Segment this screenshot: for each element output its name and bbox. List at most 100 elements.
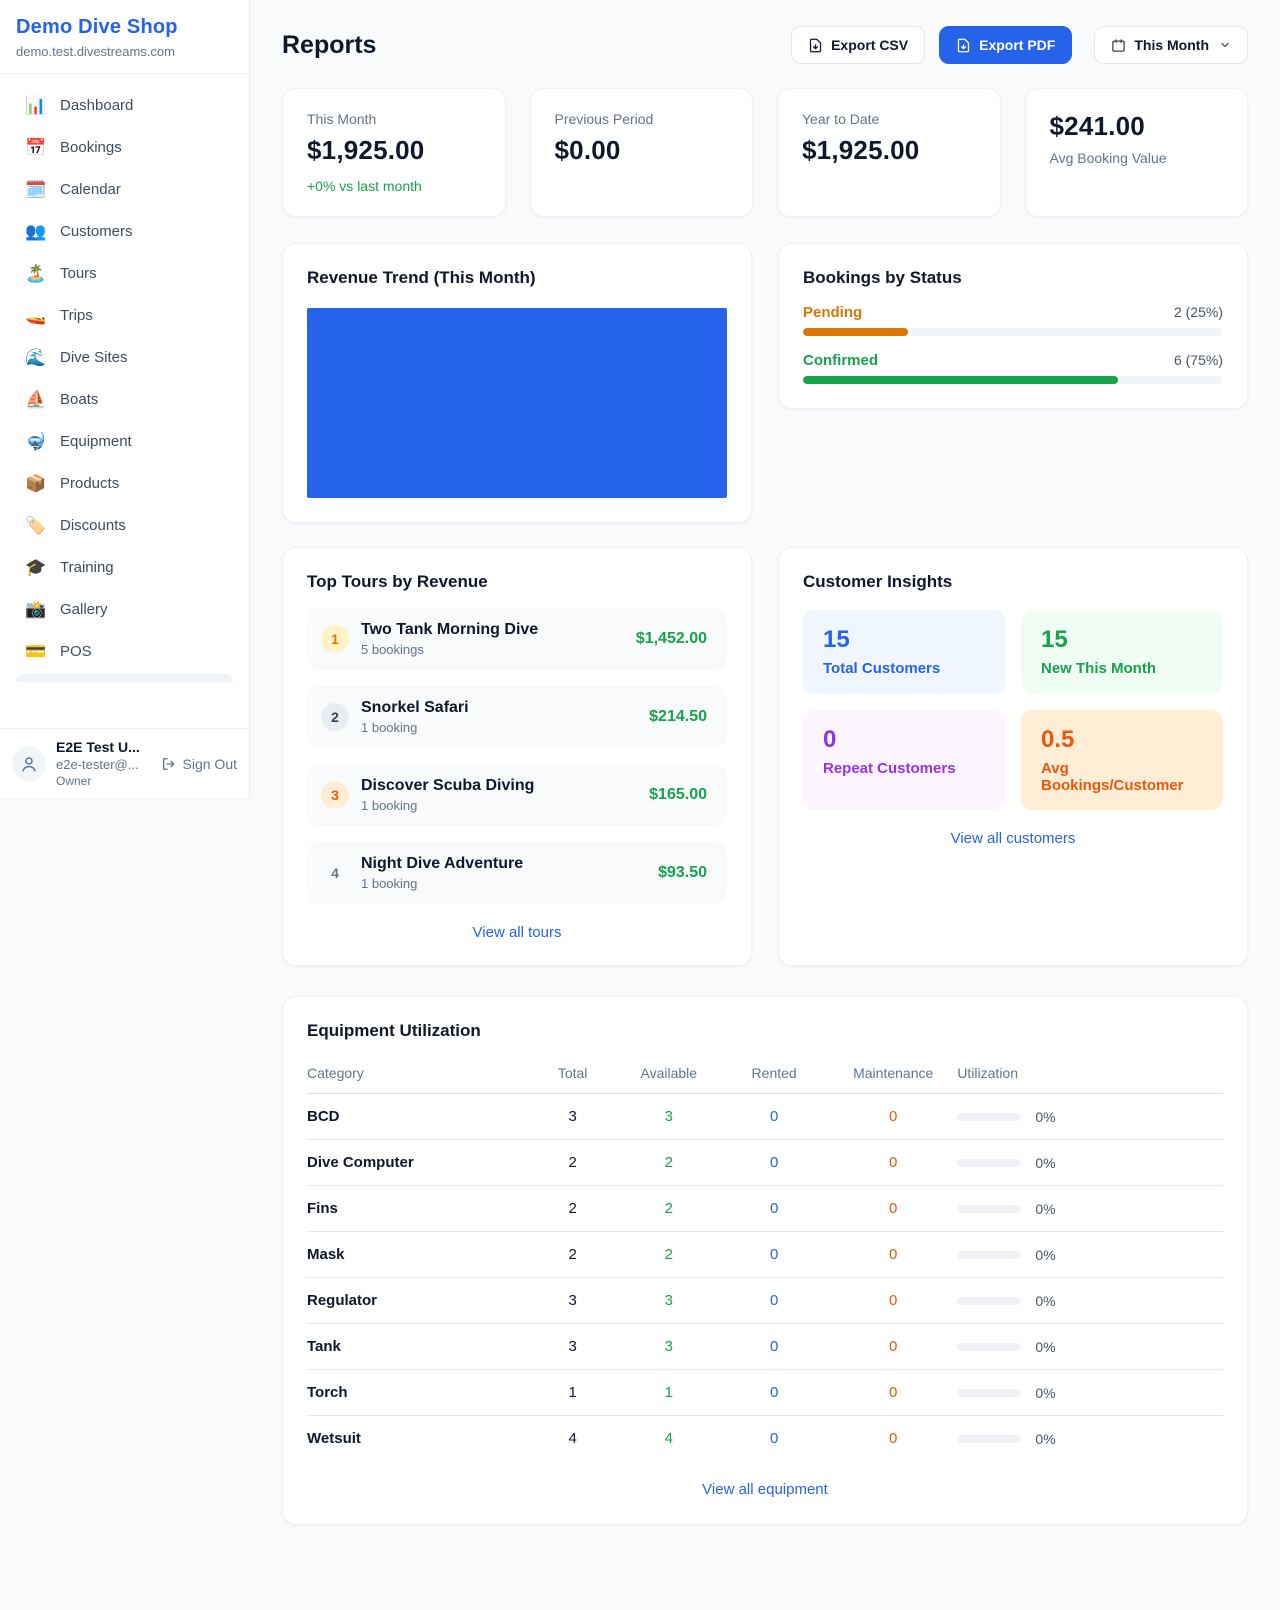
utilization-percent: 0% xyxy=(1035,1292,1056,1309)
sidebar-item-customers[interactable]: 👥 Customers xyxy=(8,210,241,252)
column-header: Maintenance xyxy=(829,1055,958,1094)
tile-value: 0 xyxy=(823,726,837,753)
utilization-bar xyxy=(957,1388,1022,1397)
total-cell: 2 xyxy=(526,1139,619,1186)
status-label: Confirmed xyxy=(803,352,878,369)
utilization-cell: 0% xyxy=(957,1231,1223,1278)
status-count: 6 (75%) xyxy=(1173,352,1223,368)
stat-label: Year to Date xyxy=(802,111,880,127)
products-icon: 📦 xyxy=(25,473,47,493)
view-all-customers-link[interactable]: View all customers xyxy=(950,830,1076,847)
available-cell: 3 xyxy=(618,1277,720,1324)
tour-row: 2 Snorkel Safari 1 booking $214.50 xyxy=(307,686,727,748)
main-content: Reports Export CSV Export PDF xyxy=(250,0,1280,1565)
tour-revenue: $214.50 xyxy=(649,708,707,725)
utilization-cell: 0% xyxy=(957,1139,1223,1186)
revenue-trend-chart xyxy=(307,308,727,498)
sign-out-icon xyxy=(162,757,174,770)
active-nav-item-partial[interactable] xyxy=(16,674,233,682)
equipment-table: Category Total Available Rented Maintena… xyxy=(307,1055,1223,1461)
rented-cell: 0 xyxy=(719,1185,830,1232)
utilization-cell: 0% xyxy=(957,1094,1223,1140)
maintenance-cell: 0 xyxy=(829,1139,958,1186)
utilization-cell: 0% xyxy=(957,1323,1223,1370)
available-cell: 2 xyxy=(618,1185,720,1232)
sidebar-item-label: Products xyxy=(60,474,120,492)
sidebar-item-label: Calendar xyxy=(60,180,121,198)
sidebar-item-label: POS xyxy=(60,642,92,660)
maintenance-cell: 0 xyxy=(829,1185,958,1232)
period-label: This Month xyxy=(1134,37,1209,53)
status-bar-fill xyxy=(803,376,1118,384)
sidebar-item-bookings[interactable]: 📅 Bookings xyxy=(8,126,241,168)
user-name: E2E Test U... xyxy=(56,739,140,755)
user-panel: E2E Test U... e2e-tester@... Owner Sign … xyxy=(0,728,249,798)
sidebar-item-dive-sites[interactable]: 🌊 Dive Sites xyxy=(8,336,241,378)
charts-row: Revenue Trend (This Month) Bookings by S… xyxy=(282,243,1248,523)
calendar-icon xyxy=(1112,38,1126,52)
tour-row: 3 Discover Scuba Diving 1 booking $165.0… xyxy=(307,764,727,826)
export-pdf-button[interactable]: Export PDF xyxy=(939,26,1073,64)
period-selector[interactable]: This Month xyxy=(1094,26,1248,64)
page-title: Reports xyxy=(282,30,377,59)
shop-name[interactable]: Demo Dive Shop xyxy=(16,16,178,38)
category-cell: Regulator xyxy=(307,1277,527,1324)
utilization-percent: 0% xyxy=(1035,1108,1056,1125)
status-count: 2 (25%) xyxy=(1173,304,1223,320)
sidebar-item-discounts[interactable]: 🏷️ Discounts xyxy=(8,504,241,546)
rank-badge: 3 xyxy=(321,781,349,809)
sidebar-item-equipment[interactable]: 🤿 Equipment xyxy=(8,420,241,462)
header-actions: Export CSV Export PDF This Month xyxy=(791,26,1248,64)
view-all-equipment-link[interactable]: View all equipment xyxy=(702,1481,828,1498)
table-row: Dive Computer 2 2 0 0 0% xyxy=(307,1139,1223,1186)
stat-value: $0.00 xyxy=(554,135,621,165)
sidebar-item-boats[interactable]: ⛵ Boats xyxy=(8,378,241,420)
tour-revenue: $165.00 xyxy=(649,786,707,803)
stat-label: This Month xyxy=(307,111,377,127)
column-header: Category xyxy=(307,1055,527,1094)
tour-bookings: 5 bookings xyxy=(361,642,424,657)
bookings-icon: 📅 xyxy=(25,137,47,157)
sidebar-item-label: Dive Sites xyxy=(60,348,128,366)
tour-revenue: $1,452.00 xyxy=(635,630,707,647)
table-row: Fins 2 2 0 0 0% xyxy=(307,1185,1223,1232)
revenue-trend-card: Revenue Trend (This Month) xyxy=(282,243,752,523)
top-tours-title: Top Tours by Revenue xyxy=(307,572,488,591)
sidebar-item-label: Equipment xyxy=(60,432,132,450)
export-csv-button[interactable]: Export CSV xyxy=(791,26,926,64)
bookings-by-status-title: Bookings by Status xyxy=(803,268,962,287)
sign-out-button[interactable]: Sign Out xyxy=(161,756,237,772)
sidebar-item-gallery[interactable]: 📸 Gallery xyxy=(8,588,241,630)
sidebar-item-training[interactable]: 🎓 Training xyxy=(8,546,241,588)
sidebar-item-pos[interactable]: 💳 POS xyxy=(8,630,241,672)
dive-sites-icon: 🌊 xyxy=(25,347,47,367)
sidebar-item-calendar[interactable]: 🗓️ Calendar xyxy=(8,168,241,210)
total-cell: 1 xyxy=(526,1369,619,1416)
sidebar-item-products[interactable]: 📦 Products xyxy=(8,462,241,504)
tile-total-customers: 15 Total Customers xyxy=(803,610,1005,694)
gallery-icon: 📸 xyxy=(25,599,47,619)
table-row: Torch 1 1 0 0 0% xyxy=(307,1369,1223,1416)
column-header: Utilization xyxy=(957,1055,1223,1094)
tour-bookings: 1 booking xyxy=(361,798,418,813)
customers-icon: 👥 xyxy=(25,221,47,241)
utilization-bar xyxy=(957,1158,1022,1167)
status-row-pending: Pending 2 (25%) xyxy=(803,304,1223,336)
tile-label: New This Month xyxy=(1041,660,1156,677)
view-all-tours-link[interactable]: View all tours xyxy=(472,924,562,941)
sidebar-item-trips[interactable]: 🚤 Trips xyxy=(8,294,241,336)
rented-cell: 0 xyxy=(719,1323,830,1370)
sidebar-item-dashboard[interactable]: 📊 Dashboard xyxy=(8,84,241,126)
export-csv-label: Export CSV xyxy=(831,37,909,53)
user-role: Owner xyxy=(56,774,92,788)
total-cell: 2 xyxy=(526,1185,619,1232)
tile-label: Avg Bookings/Customer xyxy=(1041,760,1184,794)
stat-card-this-month: This Month $1,925.00 +0% vs last month xyxy=(282,88,506,217)
maintenance-cell: 0 xyxy=(829,1415,958,1461)
customer-insights-title: Customer Insights xyxy=(803,572,953,591)
tour-row: 4 Night Dive Adventure 1 booking $93.50 xyxy=(307,842,727,904)
dashboard-icon: 📊 xyxy=(25,95,47,115)
stat-card-previous-period: Previous Period $0.00 xyxy=(529,88,753,217)
sidebar-item-tours[interactable]: 🏝️ Tours xyxy=(8,252,241,294)
export-pdf-label: Export PDF xyxy=(979,37,1056,53)
